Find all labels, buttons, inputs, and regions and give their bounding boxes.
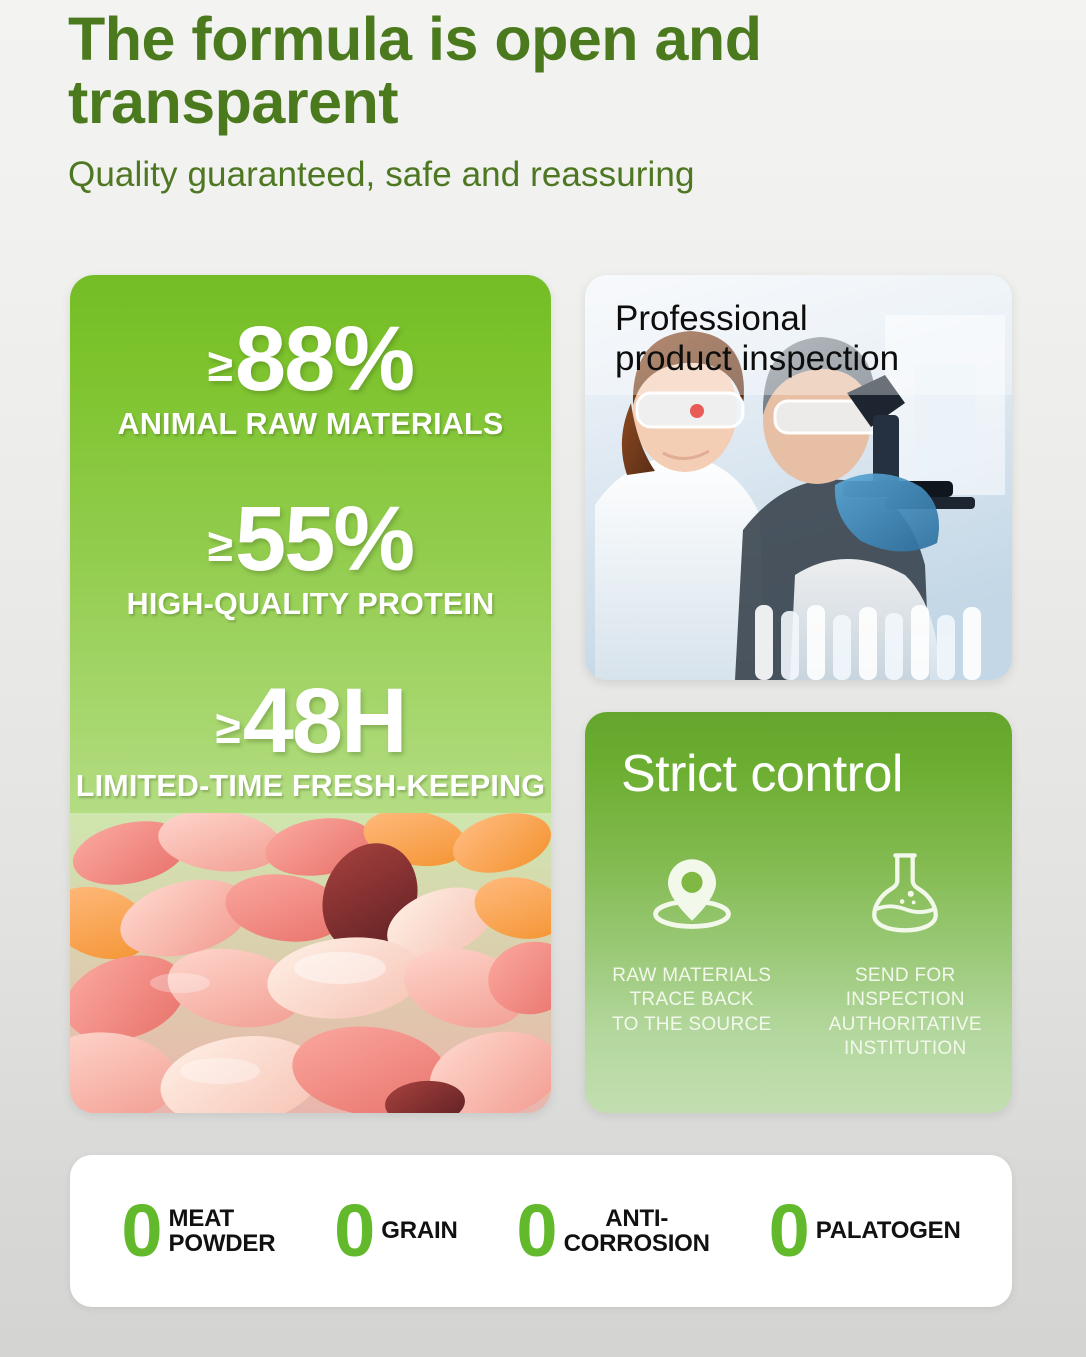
zero-badge: 0: [516, 1188, 557, 1272]
zero-badge: 0: [334, 1188, 375, 1272]
caption-line: TO THE SOURCE: [612, 1013, 772, 1035]
stat-value-row: ≥ 55%: [70, 493, 551, 585]
lab-scientists-photo: [585, 275, 1012, 680]
stat-label: HIGH-QUALITY PROTEIN: [126, 587, 495, 621]
strict-control-columns: RAW MATERIALS TRACE BACK TO THE SOURCE S…: [585, 842, 1012, 1061]
feature-label-line: MEAT: [168, 1204, 235, 1232]
feature-label-line: GRAIN: [381, 1217, 458, 1245]
feature-item-palatogen: 0 PALATOGEN: [768, 1188, 961, 1272]
inspection-title-line1: Professional: [615, 299, 808, 338]
zero-badge: 0: [768, 1188, 810, 1272]
control-column-inspection: SEND FOR INSPECTION AUTHORITATIVE INSTIT…: [799, 842, 1013, 1061]
strict-control-title: Strict control: [621, 745, 903, 803]
caption-line: AUTHORITATIVE: [828, 1013, 982, 1035]
caption-line: TRACE BACK: [629, 989, 754, 1011]
greater-equal-icon: ≥: [207, 339, 234, 391]
feature-label: MEAT POWDER: [168, 1204, 276, 1257]
raw-meat-photo: [70, 813, 551, 1113]
stat-value-row: ≥ 88%: [70, 313, 551, 405]
caption-line: INSTITUTION: [843, 1037, 967, 1059]
feature-item-anti-corrosion: 0 ANTI- CORROSION: [516, 1188, 710, 1272]
stat-item-animal-raw-materials: ≥ 88% ANIMAL RAW MATERIALS: [70, 313, 551, 442]
page-header: The formula is open and transparent Qual…: [68, 5, 968, 195]
inspection-title-line2: product inspection: [615, 339, 900, 379]
feature-item-meat-powder: 0 MEAT POWDER: [121, 1188, 276, 1272]
inspection-photo-card: Professional product inspection: [585, 275, 1012, 680]
stat-value: 88%: [235, 308, 415, 410]
feature-label-line: POWDER: [168, 1229, 276, 1257]
control-column-trace-back: RAW MATERIALS TRACE BACK TO THE SOURCE: [585, 842, 799, 1061]
greater-equal-icon: ≥: [215, 701, 241, 753]
feature-label-line: PALATOGEN: [815, 1217, 961, 1245]
stats-card: ≥ 88% ANIMAL RAW MATERIALS ≥ 55% HIGH-QU…: [70, 275, 551, 1113]
inspection-title: Professional product inspection: [615, 299, 899, 380]
stat-value-row: ≥ 48H: [70, 675, 551, 767]
feature-label: ANTI- CORROSION: [563, 1204, 710, 1257]
flask-icon: [857, 842, 953, 938]
stat-label: ANIMAL RAW MATERIALS: [117, 407, 504, 441]
feature-bar: 0 MEAT POWDER 0 GRAIN 0 ANTI- CORROSION …: [70, 1155, 1012, 1307]
feature-label: GRAIN: [381, 1217, 458, 1245]
feature-item-grain: 0 GRAIN: [334, 1188, 458, 1272]
stat-value: 55%: [235, 488, 415, 590]
caption-line: SEND FOR INSPECTION: [845, 965, 965, 1011]
strict-control-card: Strict control RAW MATERIALS TRACE BACK …: [585, 712, 1012, 1113]
stat-item-fresh-keeping: ≥ 48H LIMITED-TIME FRESH-KEEPING: [70, 675, 551, 804]
control-caption-trace-back: RAW MATERIALS TRACE BACK TO THE SOURCE: [612, 964, 771, 1037]
zero-badge: 0: [121, 1188, 162, 1272]
feature-label-line: CORROSION: [563, 1229, 710, 1257]
location-pin-icon: [644, 842, 740, 938]
page-title: The formula is open and transparent: [68, 5, 762, 137]
control-caption-inspection: SEND FOR INSPECTION AUTHORITATIVE INSTIT…: [799, 964, 1013, 1061]
page-subtitle: Quality guaranteed, safe and reassuring: [68, 154, 695, 194]
stat-item-high-quality-protein: ≥ 55% HIGH-QUALITY PROTEIN: [70, 493, 551, 622]
stat-value: 48H: [242, 670, 408, 772]
feature-label: PALATOGEN: [816, 1218, 961, 1243]
stat-label: LIMITED-TIME FRESH-KEEPING: [75, 769, 546, 803]
greater-equal-icon: ≥: [207, 519, 234, 571]
caption-line: RAW MATERIALS: [612, 965, 772, 986]
feature-label-line: ANTI-: [605, 1204, 669, 1232]
